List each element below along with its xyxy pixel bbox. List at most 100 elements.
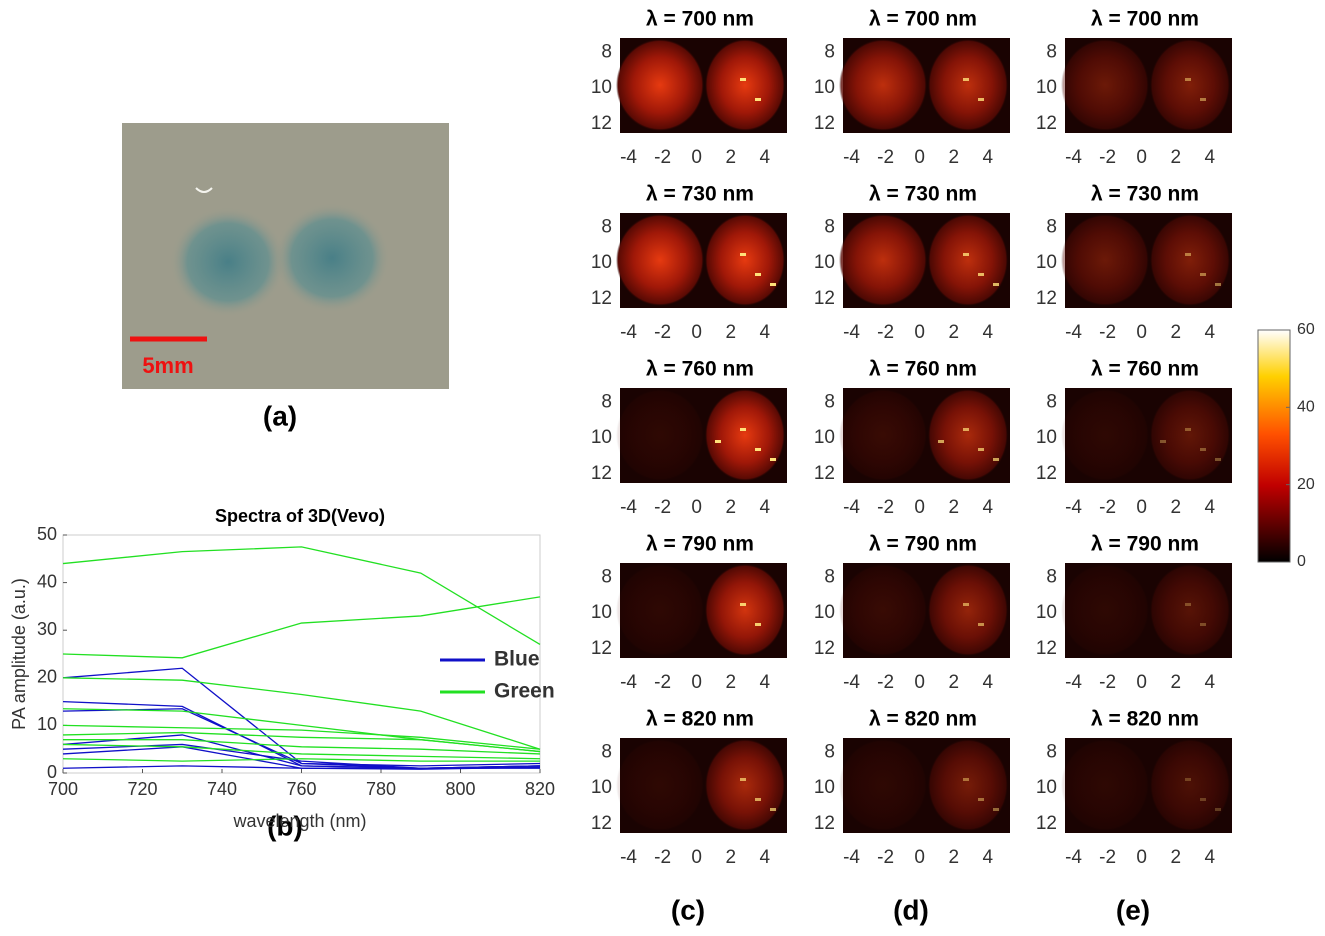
map-title: λ = 730 nm [1091, 183, 1199, 206]
panel-label: (c) [671, 894, 705, 925]
hot-spot [1185, 253, 1191, 256]
y-tick-label: 8 [824, 741, 835, 762]
map-blob [928, 389, 1008, 481]
hot-spot [963, 603, 969, 606]
x-tick-label: 0 [1136, 497, 1147, 518]
x-tick-label: -2 [654, 847, 671, 868]
x-tick-label: 4 [983, 497, 994, 518]
y-tick-label: 50 [37, 524, 57, 544]
colorbar-tick-label: 60 [1297, 321, 1315, 338]
x-tick-label: -2 [1099, 147, 1116, 168]
x-tick-label: -2 [1099, 672, 1116, 693]
legend-label: Green [494, 680, 555, 703]
y-tick-label: 8 [1046, 391, 1057, 412]
map-blob [1150, 564, 1230, 656]
x-tick-label: 0 [1136, 147, 1147, 168]
hot-spot [1215, 458, 1221, 461]
map-blob [705, 564, 785, 656]
hot-spot [740, 778, 746, 781]
y-tick-label: 10 [1036, 427, 1057, 448]
y-tick-label: 12 [591, 813, 612, 834]
x-tick-label: 0 [691, 147, 702, 168]
map-title: λ = 790 nm [869, 533, 977, 556]
y-tick-label: 12 [1036, 813, 1057, 834]
hot-spot [963, 778, 969, 781]
y-tick-label: 12 [814, 113, 835, 134]
x-tick-label: 2 [948, 847, 959, 868]
map-blob [1150, 389, 1230, 481]
map-blob [1061, 564, 1149, 656]
map-blob [705, 214, 785, 306]
x-tick-label: 0 [914, 672, 925, 693]
map-blob [928, 39, 1008, 131]
x-tick-label: 0 [914, 147, 925, 168]
x-tick-label: -2 [877, 672, 894, 693]
y-tick-label: 10 [1036, 77, 1057, 98]
x-tick-label: -2 [1099, 322, 1116, 343]
x-tick-label: -4 [1065, 847, 1082, 868]
x-tick-label: 4 [983, 847, 994, 868]
x-tick-label: 0 [691, 847, 702, 868]
hot-spot [1200, 448, 1206, 451]
x-tick-label: 0 [691, 497, 702, 518]
y-tick-label: 12 [814, 638, 835, 659]
x-tick-label: 4 [983, 672, 994, 693]
x-tick-label: -2 [1099, 497, 1116, 518]
y-tick-label: 40 [37, 571, 57, 591]
x-tick-label: 2 [1170, 322, 1181, 343]
x-tick-label: -4 [843, 147, 860, 168]
x-tick-label: -2 [1099, 847, 1116, 868]
map-blob [1150, 214, 1230, 306]
y-tick-label: 12 [1036, 638, 1057, 659]
x-tick-label: -4 [843, 847, 860, 868]
y-tick-label: 8 [601, 741, 612, 762]
x-tick-label: 4 [983, 147, 994, 168]
y-tick-label: 8 [824, 41, 835, 62]
x-tick-label: 0 [914, 322, 925, 343]
map-blob [616, 739, 704, 831]
hot-spot [978, 798, 984, 801]
map-blob [1061, 739, 1149, 831]
y-tick-label: 8 [1046, 741, 1057, 762]
y-tick-label: 8 [601, 216, 612, 237]
x-tick-label: -4 [620, 322, 637, 343]
y-tick-label: 10 [37, 714, 57, 734]
y-tick-label: 8 [601, 41, 612, 62]
x-tick-label: 800 [445, 779, 475, 799]
y-tick-label: 30 [37, 619, 57, 639]
hot-spot [1185, 428, 1191, 431]
x-tick-label: 4 [1205, 847, 1216, 868]
hot-spot [755, 273, 761, 276]
map-blob [616, 389, 704, 481]
y-tick-label: 10 [814, 602, 835, 623]
y-tick-label: 12 [814, 813, 835, 834]
hot-spot [1215, 808, 1221, 811]
line-chart: Spectra of 3D(Vevo)(b)wavelength (nm)PA … [9, 506, 555, 842]
panel-label: (d) [893, 894, 929, 925]
x-tick-label: 0 [1136, 672, 1147, 693]
x-tick-label: 4 [1205, 497, 1216, 518]
x-tick-label: 2 [1170, 497, 1181, 518]
y-tick-label: 8 [824, 216, 835, 237]
map-blob [839, 389, 927, 481]
x-tick-label: -2 [877, 147, 894, 168]
x-tick-label: -4 [843, 322, 860, 343]
x-tick-label: -4 [620, 497, 637, 518]
colorbar-tick-label: 0 [1297, 553, 1306, 570]
x-tick-label: 0 [1136, 322, 1147, 343]
green-spot [274, 203, 390, 313]
legend-label: Blue [494, 648, 540, 671]
map-blob [1061, 389, 1149, 481]
x-tick-label: 4 [760, 672, 771, 693]
hot-spot [938, 440, 944, 443]
x-tick-label: 4 [760, 147, 771, 168]
y-axis-label: PA amplitude (a.u.) [9, 578, 29, 730]
map-title: λ = 820 nm [646, 708, 754, 731]
hot-spot [1200, 798, 1206, 801]
x-tick-label: 820 [525, 779, 555, 799]
map-title: λ = 820 nm [1091, 708, 1199, 731]
hot-spot [993, 458, 999, 461]
hot-spot [1160, 440, 1166, 443]
y-tick-label: 12 [591, 288, 612, 309]
x-tick-label: 2 [1170, 847, 1181, 868]
